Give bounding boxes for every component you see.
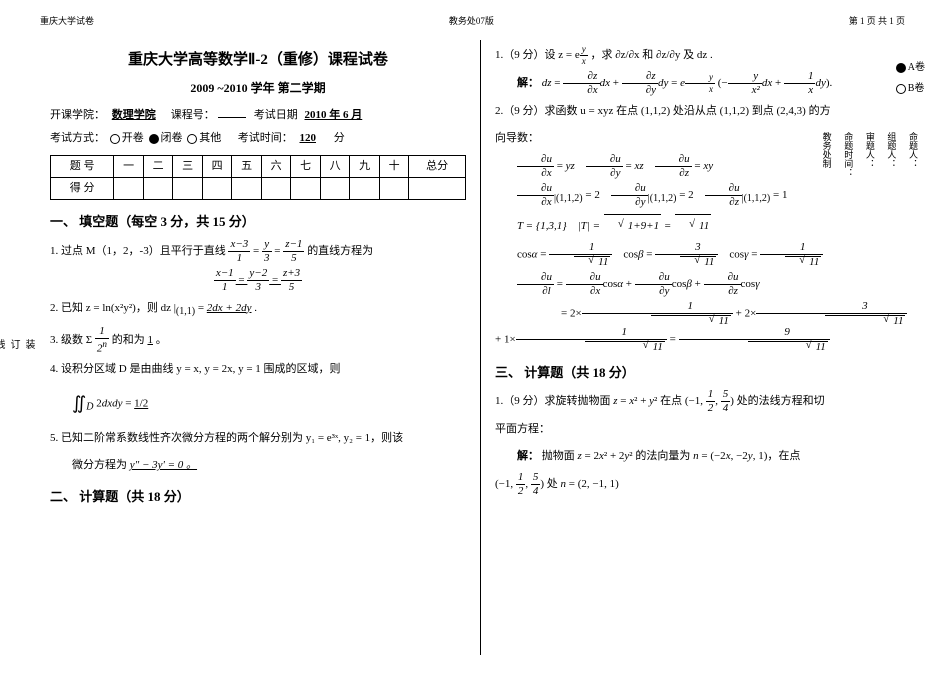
r-question-3b: 平面方程： xyxy=(495,418,911,441)
r2-line4: cosα = 111 cosβ = 311 cosγ = 111 xyxy=(495,242,911,268)
answer-a1: x−11 = y−23 = z+35 xyxy=(50,268,466,293)
question-a5b: 微分方程为 y″ − 3y' = 0 。 xyxy=(50,454,466,477)
right-column: 1.（9 分）设 z = eyx ，求 ∂z/∂x 和 ∂z/∂y 及 dz .… xyxy=(481,40,925,655)
section-a-title: 一、 填空题（每空 3 分，共 15 分） xyxy=(50,210,466,235)
r2-line5a: ∂u∂l = ∂u∂xcosα + ∂u∂ycosβ + ∂u∂zcosγ xyxy=(495,272,911,297)
info-dept: 开课学院： 数理学院 课程号： 考试日期 2010 年 6 月 xyxy=(50,105,466,126)
answer-a3: 1 xyxy=(147,334,153,346)
header-mid: 教务处07版 xyxy=(449,14,494,27)
header-right: 第 1 页 共 1 页 xyxy=(849,14,905,27)
question-a3: 3. 级数 Σ 12n 的和为 1 。 xyxy=(50,326,466,355)
page-subtitle: 2009 ~2010 学年 第二学期 xyxy=(50,77,466,100)
info-mode: 考试方式： 开卷 闭卷 其他 考试时间： 120 分 xyxy=(50,128,466,149)
left-column: A卷 B卷 重庆大学高等数学Ⅱ-2（重修）课程试卷 2009 ~2010 学年 … xyxy=(36,40,481,655)
answer-a4: 1/2 xyxy=(134,398,148,410)
question-a5: 5. 已知二阶常系数线性齐次微分方程的两个解分别为 y₁ = e³ˣ, y₂ =… xyxy=(50,427,466,450)
question-a4-eq: ∬D 2dxdy = 1/2 xyxy=(50,385,466,423)
grade-table: 题 号 一 二 三 四 五 六 七 八 九 十 总分 得 分 xyxy=(50,155,466,200)
header-left: 重庆大学试卷 xyxy=(40,14,94,27)
r3-sol2: (−1, 12, 54) 处 n = (2, −1, 1) xyxy=(495,472,911,497)
radio-closed xyxy=(149,134,159,144)
page-title: 重庆大学高等数学Ⅱ-2（重修）课程试卷 xyxy=(50,46,466,75)
answer-a2: 2dx + 2dy xyxy=(207,302,252,314)
r-answer-1: 解： dz = ∂z∂xdx + ∂z∂ydy = eyx (−yx²dx + … xyxy=(495,71,911,96)
right-margin-labels: 命题人： 组题人： 审题人： 命题时间： 教务处制 xyxy=(909,120,923,189)
section-c-title: 三、 计算题（共 18 分） xyxy=(495,361,911,386)
binding-margin: 装 订 线 xyxy=(20,40,36,655)
question-a4: 4. 设积分区域 D 是由曲线 y = x, y = 2x, y = 1 围成的… xyxy=(50,358,466,381)
r2-line3: T = {1,3,1} |T| = 1+9+1 = 11 xyxy=(495,214,911,238)
r-question-1: 1.（9 分）设 z = eyx ，求 ∂z/∂x 和 ∂z/∂y 及 dz . xyxy=(495,44,911,67)
margin-xian: 线 xyxy=(0,339,6,357)
answer-a5: y″ − 3y' = 0 。 xyxy=(130,459,197,471)
r-question-3a: 1.（9 分）求旋转抛物面 z = x² + y² 在点 (−1, 12, 54… xyxy=(495,389,911,414)
question-a2: 2. 已知 z = ln(x²y²)，则 dz |(1,1) = 2dx + 2… xyxy=(50,297,466,322)
r-question-2: 2.（9 分）求函数 u = xyz 在点 (1,1,2) 处沿从点 (1,1,… xyxy=(495,100,911,123)
section-b-title: 二、 计算题（共 18 分） xyxy=(50,485,466,510)
r3-sol: 解： 抛物面 z = 2x² + 2y² 的法向量为 n = (−2x, −2y… xyxy=(495,445,911,468)
question-a1: 1. 过点 M（1，2，-3）且平行于直线 x−31 = y3 = z−15 的… xyxy=(50,239,466,264)
margin-zhuang: 装 xyxy=(21,339,36,357)
r2-line2: ∂u∂x|(1,1,2) = 2 ∂u∂y|(1,1,2) = 2 ∂u∂z|(… xyxy=(495,183,911,209)
r2-line5b: = 2×111 + 2×311 + 1×111 = 911 xyxy=(495,301,911,353)
radio-other xyxy=(187,134,197,144)
radio-open xyxy=(110,134,120,144)
margin-ding: 订 xyxy=(6,339,21,357)
